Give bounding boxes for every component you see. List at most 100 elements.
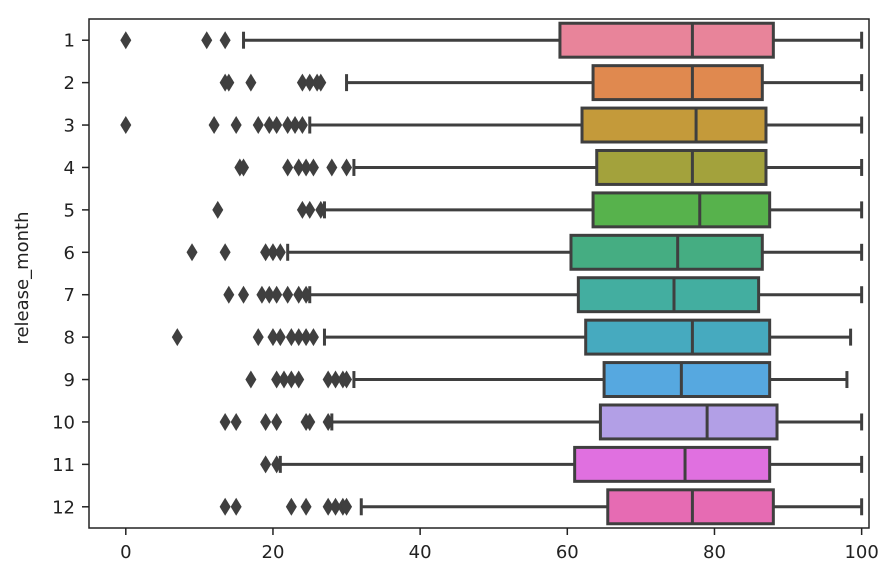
- outlier-marker: [307, 158, 319, 177]
- y-axis-label: release_month: [12, 211, 33, 344]
- y-tick-label: 12: [52, 497, 75, 518]
- outlier-marker: [293, 370, 305, 389]
- box-iqr: [602, 361, 772, 399]
- outlier-marker: [285, 328, 297, 347]
- outlier-marker: [293, 285, 305, 304]
- outlier-marker: [271, 285, 283, 304]
- outlier-marker: [260, 412, 272, 431]
- outlier-marker: [260, 455, 272, 474]
- box-group-2: [219, 64, 864, 102]
- outlier-marker: [238, 285, 250, 304]
- outlier-marker: [219, 497, 231, 516]
- outlier-marker: [274, 243, 286, 262]
- box-iqr: [580, 106, 768, 144]
- y-tick-label: 6: [64, 243, 75, 264]
- box-iqr: [569, 233, 764, 271]
- x-tick-label: 100: [844, 542, 878, 563]
- outlier-marker: [322, 497, 334, 516]
- outlier-marker: [330, 370, 342, 389]
- box-group-6: [186, 233, 864, 271]
- x-tick-label: 20: [262, 542, 285, 563]
- outlier-marker: [271, 370, 283, 389]
- y-tick-label: 7: [64, 285, 75, 306]
- outlier-marker: [186, 243, 198, 262]
- x-tick-label: 0: [120, 542, 131, 563]
- outlier-marker: [285, 497, 297, 516]
- x-tick-label: 80: [703, 542, 726, 563]
- outlier-marker: [282, 158, 294, 177]
- outlier-marker: [230, 412, 242, 431]
- outlier-marker: [341, 158, 353, 177]
- outlier-marker: [245, 73, 257, 92]
- box-iqr: [558, 21, 775, 59]
- outlier-marker: [230, 497, 242, 516]
- y-tick-label: 5: [64, 200, 75, 221]
- outlier-marker: [315, 200, 327, 219]
- y-tick-label: 3: [64, 116, 75, 137]
- outlier-marker: [341, 497, 353, 516]
- outlier-marker: [201, 31, 213, 50]
- outlier-marker: [282, 285, 294, 304]
- outlier-marker: [307, 328, 319, 347]
- box-group-4: [234, 148, 864, 186]
- outlier-marker: [322, 412, 334, 431]
- outlier-marker: [252, 116, 264, 135]
- outlier-marker: [271, 116, 283, 135]
- outlier-marker: [252, 328, 264, 347]
- y-tick-label: 10: [52, 412, 75, 433]
- box-group-8: [171, 318, 853, 356]
- plot-frame: [88, 18, 870, 529]
- outlier-marker: [230, 116, 242, 135]
- box-iqr: [595, 148, 768, 186]
- outlier-marker: [300, 497, 312, 516]
- outlier-marker: [219, 243, 231, 262]
- plot-area: [120, 21, 864, 526]
- y-tick-label: 2: [64, 73, 75, 94]
- outlier-marker: [238, 158, 250, 177]
- box-group-10: [219, 403, 864, 441]
- outlier-marker: [285, 370, 297, 389]
- outlier-marker: [267, 328, 279, 347]
- outlier-marker: [341, 370, 353, 389]
- outlier-marker: [263, 285, 275, 304]
- outlier-marker: [120, 31, 132, 50]
- outlier-marker: [282, 116, 294, 135]
- y-tick-label: 1: [64, 31, 75, 52]
- box-iqr: [576, 276, 761, 314]
- outlier-marker: [304, 200, 316, 219]
- outlier-marker: [223, 285, 235, 304]
- outlier-marker: [271, 412, 283, 431]
- outlier-marker: [223, 73, 235, 92]
- outlier-marker: [300, 285, 312, 304]
- outlier-marker: [120, 116, 132, 135]
- box-group-1: [120, 21, 864, 59]
- outlier-marker: [267, 243, 279, 262]
- box-group-5: [212, 191, 864, 229]
- y-tick-label: 8: [64, 328, 75, 349]
- y-tick-label: 4: [64, 158, 75, 179]
- outlier-marker: [256, 285, 268, 304]
- outlier-marker: [296, 73, 308, 92]
- box-iqr: [591, 191, 772, 229]
- outlier-marker: [293, 328, 305, 347]
- box-iqr: [573, 445, 772, 483]
- x-tick-label: 60: [556, 542, 579, 563]
- outlier-marker: [296, 116, 308, 135]
- outlier-marker: [245, 370, 257, 389]
- x-tick-label: 40: [409, 542, 432, 563]
- outlier-marker: [212, 200, 224, 219]
- outlier-marker: [289, 116, 301, 135]
- outlier-marker: [315, 73, 327, 92]
- outlier-marker: [300, 328, 312, 347]
- box-iqr: [606, 488, 775, 526]
- box-group-12: [219, 488, 864, 526]
- outlier-marker: [330, 497, 342, 516]
- outlier-marker: [304, 412, 316, 431]
- outlier-marker: [326, 158, 338, 177]
- outlier-marker: [300, 158, 312, 177]
- y-tick-label: 11: [52, 455, 75, 476]
- outlier-marker: [260, 243, 272, 262]
